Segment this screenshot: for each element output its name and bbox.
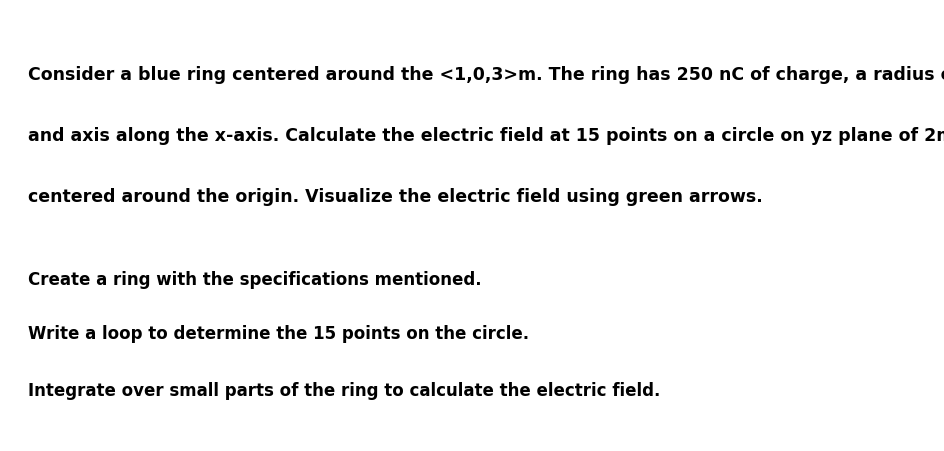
Text: Consider a blue ring centered around the <1,0,3>m. The ring has 250 nC of charge: Consider a blue ring centered around the…	[28, 65, 944, 83]
Text: Integrate over small parts of the ring to calculate the electric field.: Integrate over small parts of the ring t…	[28, 381, 661, 399]
Text: and axis along the x-axis. Calculate the electric field at 15 points on a circle: and axis along the x-axis. Calculate the…	[28, 126, 944, 144]
Text: Create a ring with the specifications mentioned.: Create a ring with the specifications me…	[28, 271, 482, 289]
Text: centered around the origin. Visualize the electric field using green arrows.: centered around the origin. Visualize th…	[28, 187, 763, 205]
Text: Write a loop to determine the 15 points on the circle.: Write a loop to determine the 15 points …	[28, 325, 530, 343]
